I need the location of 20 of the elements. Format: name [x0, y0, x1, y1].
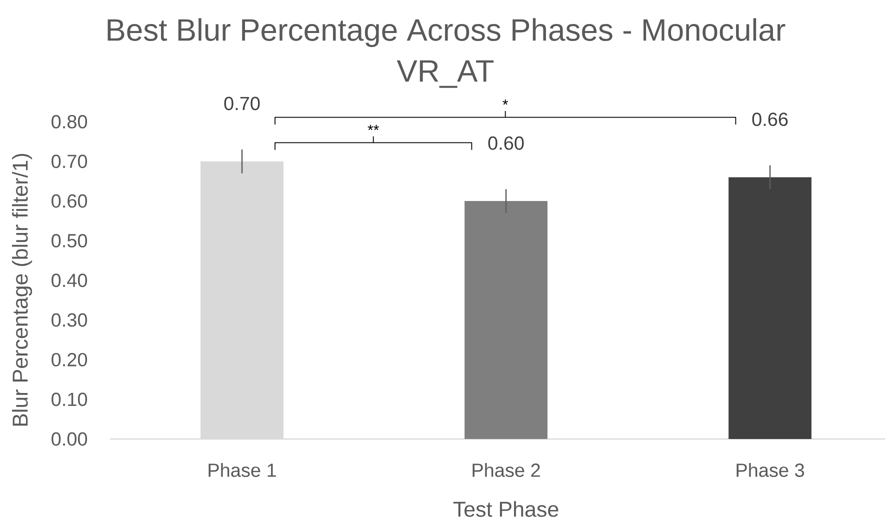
y-tick-label: 0.30	[52, 313, 88, 327]
y-tick-label: 0.20	[52, 352, 88, 366]
data-label: 0.70	[224, 96, 260, 110]
y-tick-label: 0.80	[52, 114, 88, 128]
chart-title: Best Blur Percentage Across Phases - Monocular VR_AT	[108, 18, 786, 88]
x-tick-label: Phase 1	[208, 463, 276, 477]
y-tick-label: 0.70	[52, 154, 88, 168]
text: *	[502, 99, 508, 105]
annotation: **	[368, 124, 379, 130]
y-tick-label: 0.00	[52, 432, 88, 446]
y-tick-label: 0.40	[52, 274, 88, 288]
data-label: 0.66	[752, 112, 788, 126]
x-tick-label: Phase 2	[472, 463, 540, 477]
y-tick-label: 0.50	[52, 234, 88, 248]
y-axis-title: Blur Percentage (blur filter/1)	[12, 154, 32, 426]
y-tick-label: 0.60	[52, 194, 88, 208]
y-tick-label: 0.10	[52, 392, 88, 406]
x-axis-title: Test Phase	[453, 501, 558, 517]
data-label: 0.60	[488, 136, 524, 150]
x-tick-label: Phase 3	[736, 463, 804, 477]
